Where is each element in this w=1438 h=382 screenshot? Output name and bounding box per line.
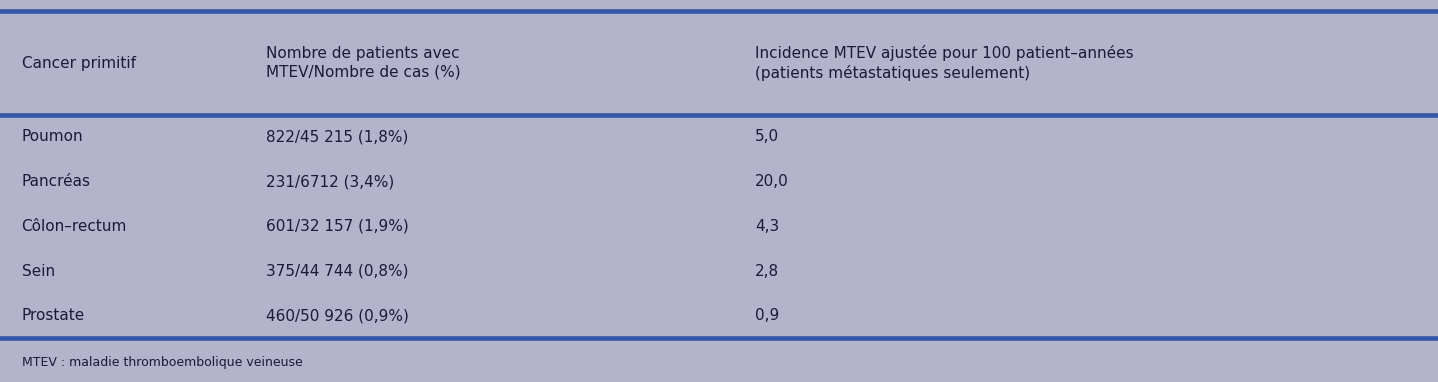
- Text: MTEV : maladie thromboembolique veineuse: MTEV : maladie thromboembolique veineuse: [22, 356, 302, 369]
- Text: Cancer primitif: Cancer primitif: [22, 55, 135, 71]
- Text: Nombre de patients avec
MTEV/Nombre de cas (%): Nombre de patients avec MTEV/Nombre de c…: [266, 46, 460, 80]
- Text: 5,0: 5,0: [755, 129, 779, 144]
- Text: Sein: Sein: [22, 264, 55, 278]
- Text: Pancréas: Pancréas: [22, 174, 91, 189]
- Text: 601/32 157 (1,9%): 601/32 157 (1,9%): [266, 219, 408, 234]
- Text: 4,3: 4,3: [755, 219, 779, 234]
- Text: Côlon–rectum: Côlon–rectum: [22, 219, 127, 234]
- Text: Poumon: Poumon: [22, 129, 83, 144]
- Text: 20,0: 20,0: [755, 174, 788, 189]
- Text: 460/50 926 (0,9%): 460/50 926 (0,9%): [266, 308, 408, 323]
- Text: 0,9: 0,9: [755, 308, 779, 323]
- Text: 231/6712 (3,4%): 231/6712 (3,4%): [266, 174, 394, 189]
- Text: 375/44 744 (0,8%): 375/44 744 (0,8%): [266, 264, 408, 278]
- Text: 822/45 215 (1,8%): 822/45 215 (1,8%): [266, 129, 408, 144]
- Text: Prostate: Prostate: [22, 308, 85, 323]
- Text: Incidence MTEV ajustée pour 100 patient–années
(patients métastatiques seulement: Incidence MTEV ajustée pour 100 patient–…: [755, 45, 1133, 81]
- Text: 2,8: 2,8: [755, 264, 779, 278]
